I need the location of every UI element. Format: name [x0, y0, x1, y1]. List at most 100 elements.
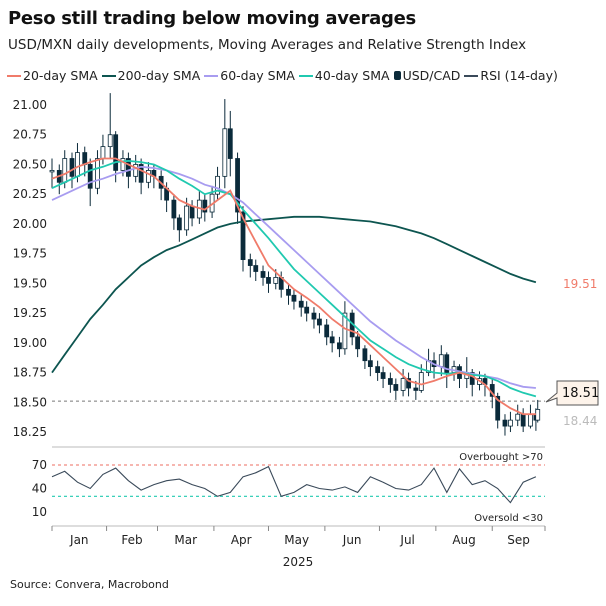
y-tick-label: 20.00 [13, 217, 47, 231]
legend-swatch-icon [204, 74, 219, 77]
candle-body [75, 152, 80, 177]
legend-label: 60-day SMA [220, 68, 295, 83]
candle-body [444, 354, 450, 373]
rsi-line [51, 465, 537, 504]
y-tick-label: 20.50 [13, 157, 47, 171]
candle-body [387, 378, 393, 385]
candle-body [69, 158, 75, 177]
x-tick-label: Jan [69, 533, 89, 547]
legend-item: RSI (14-day) [464, 68, 558, 83]
candle-body [184, 205, 190, 231]
candlestick-icon [393, 71, 401, 80]
candle-body [469, 372, 475, 385]
sma-line-40-day-sma [51, 159, 537, 398]
candle-body [107, 134, 113, 148]
legend-swatch-icon [464, 74, 479, 77]
sma-line-60-day-sma [51, 165, 536, 389]
y-tick-label: 19.50 [13, 276, 47, 290]
candle-body [291, 294, 297, 302]
candle-body [215, 175, 220, 195]
candle-body [324, 324, 330, 338]
candle-body [87, 164, 93, 189]
candle-body [393, 384, 399, 391]
legend-swatch-icon [7, 74, 21, 77]
chart-title: Peso still trading below moving averages [8, 8, 416, 29]
legend-label: USD/CAD [402, 68, 461, 83]
x-tick-label: Apr [231, 533, 252, 547]
legend-item: 200-day SMA [101, 68, 200, 83]
candle-body [189, 205, 195, 219]
legend: 20-day SMA 200-day SMA 60-day SMA 40-day SM… [7, 68, 558, 83]
candle-body [247, 259, 253, 266]
candle-body [508, 419, 513, 427]
candle-body [227, 128, 233, 159]
legend-label: RSI (14-day) [480, 68, 558, 83]
candle-body [49, 170, 55, 173]
last-close-label: 18.44 [563, 414, 597, 428]
candle-body [62, 158, 68, 183]
candle-body [235, 158, 240, 213]
x-tick-label: Sep [507, 533, 530, 547]
y-tick-label: 19.75 [13, 247, 47, 261]
y-tick-label: 18.75 [13, 366, 47, 380]
candle-body [146, 170, 151, 183]
y-tick-label: 19.00 [13, 336, 47, 350]
candle-body [133, 164, 139, 177]
candle-body [222, 128, 228, 177]
candle-body [317, 318, 322, 326]
candle-body [380, 372, 386, 379]
candle-body [311, 312, 317, 320]
candle-body [286, 288, 291, 296]
sma200-last-value-label: 19.51 [563, 277, 597, 291]
candle-body [273, 277, 279, 284]
legend-label: 20-day SMA [23, 68, 98, 83]
legend-label: 40-day SMA [314, 68, 390, 83]
candle-body [362, 348, 368, 362]
rsi-y-tick-label: 10 [32, 505, 47, 519]
x-tick-label: Jul [399, 533, 414, 547]
overbought-label: Overbought >70 [459, 452, 543, 463]
candle-body [120, 158, 126, 171]
candle-body [126, 158, 131, 177]
legend-item: 20-day SMA [7, 68, 98, 83]
sma-line-20-day-sma [51, 157, 536, 416]
sma-line-200-day-sma [51, 215, 537, 374]
candle-body [304, 306, 310, 314]
candle-body [298, 300, 304, 308]
candle-body [260, 271, 266, 278]
x-tick-label: Jun [342, 533, 362, 547]
candle-body [413, 387, 419, 391]
y-tick-label: 19.25 [13, 306, 47, 320]
candle-body [342, 312, 348, 350]
candle-body [176, 217, 182, 231]
candle-body [515, 413, 521, 421]
candle-body [100, 146, 106, 159]
candle-body [520, 413, 526, 427]
rsi-y-tick-label: 40 [32, 482, 47, 496]
candle-body [253, 265, 259, 272]
candle-body [171, 199, 177, 219]
x-tick-label: May [284, 533, 309, 547]
candle-body [266, 277, 271, 284]
legend-item: USD/CAD [393, 68, 461, 83]
y-tick-label: 18.50 [13, 395, 47, 409]
candle-body [240, 211, 246, 260]
oversold-label: Oversold <30 [474, 513, 543, 524]
legend-swatch-icon [298, 74, 313, 77]
candle-body [113, 134, 119, 171]
price-callout-label: 18.51 [562, 386, 599, 401]
candle-body [495, 395, 501, 421]
chart-subtitle: USD/MXN daily developments, Moving Avera… [8, 37, 527, 53]
candle-body [418, 372, 424, 391]
source-note: Source: Convera, Macrobond [10, 578, 169, 591]
x-tick-label: Aug [452, 533, 475, 547]
candle-body [138, 164, 144, 183]
candle-body [535, 409, 541, 421]
candle-body [502, 419, 508, 427]
candle-body [406, 378, 411, 389]
y-tick-label: 18.25 [13, 425, 47, 439]
candle-body [528, 413, 533, 427]
y-tick-label: 20.75 [13, 128, 47, 142]
candle-body [329, 336, 335, 344]
